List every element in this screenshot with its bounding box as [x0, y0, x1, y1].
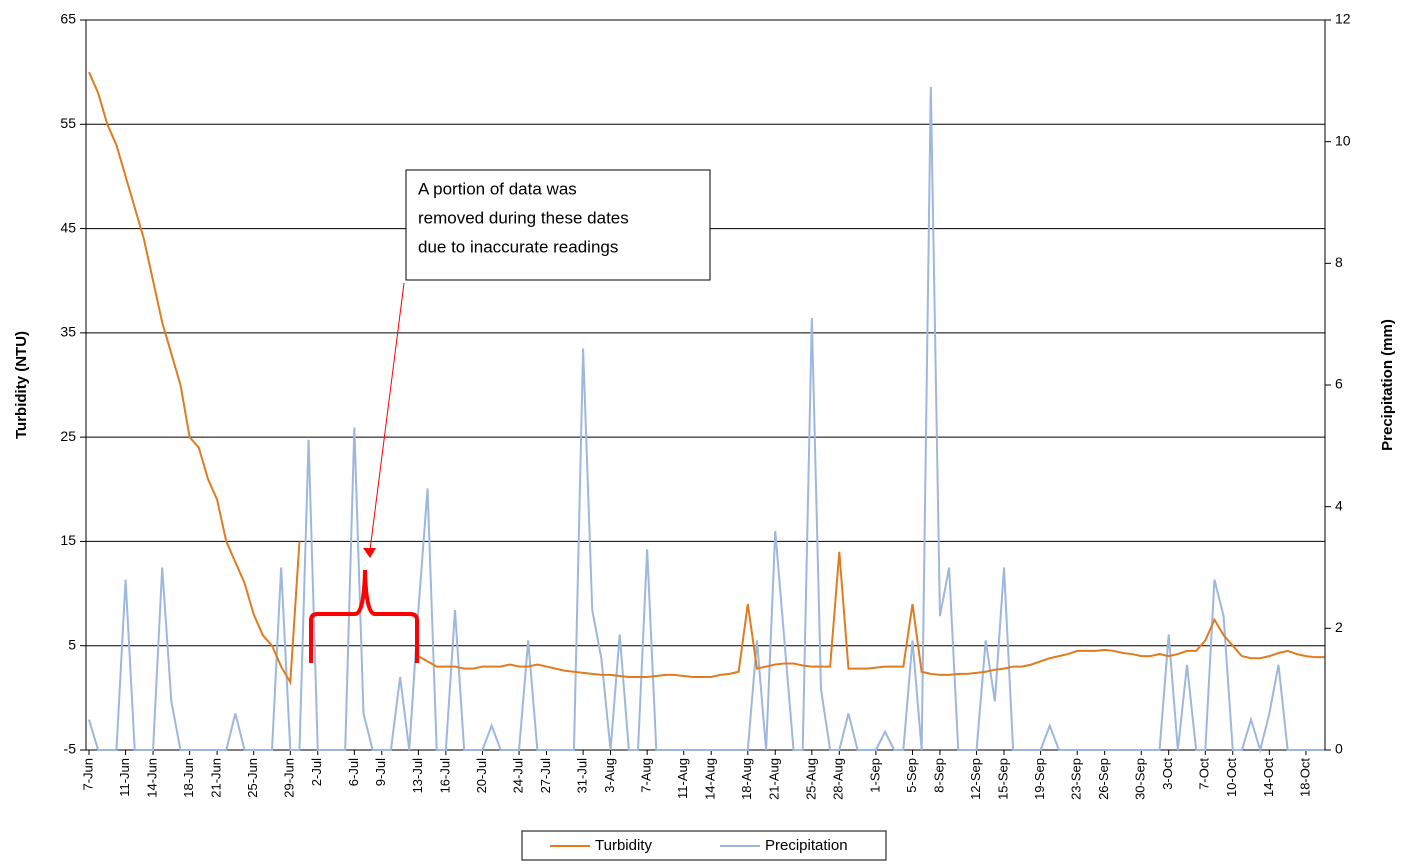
- annotation-text: due to inaccurate readings: [418, 237, 618, 256]
- annotation-text: A portion of data was: [418, 179, 577, 198]
- legend-label: Precipitation: [765, 837, 848, 854]
- x-tick-label: 29-Jun: [282, 758, 297, 798]
- x-tick-label: 14-Jun: [144, 758, 159, 798]
- x-tick-label: 19-Sep: [1032, 758, 1047, 800]
- legend-label: Turbidity: [595, 837, 652, 854]
- series-line: [88, 71, 301, 686]
- x-tick-label: 25-Jun: [245, 758, 260, 798]
- x-tick-label: 18-Oct: [1297, 758, 1312, 797]
- x-tick-label: 21-Jun: [209, 758, 224, 798]
- y2-tick-label: 4: [1335, 497, 1343, 513]
- x-tick-label: 12-Sep: [968, 758, 983, 800]
- y2-tick-label: 10: [1335, 132, 1351, 148]
- annotation-box: [405, 169, 711, 281]
- x-tick-label: 7-Oct: [1197, 758, 1212, 790]
- x-tick-label: 9-Jul: [373, 758, 388, 786]
- y-tick-label: 45: [60, 219, 76, 235]
- x-tick-label: 16-Jul: [437, 758, 452, 794]
- y2-tick-label: 6: [1335, 376, 1343, 392]
- x-tick-label: 25-Aug: [803, 758, 818, 800]
- series-line: [417, 551, 1325, 678]
- annotation-text: removed during these dates: [418, 208, 629, 227]
- series-line: [88, 86, 1325, 754]
- x-tick-label: 10-Oct: [1224, 758, 1239, 797]
- x-tick-label: 6-Jul: [346, 758, 361, 786]
- x-tick-label: 8-Sep: [931, 758, 946, 793]
- x-tick-label: 24-Jul: [510, 758, 525, 794]
- x-tick-label: 27-Jul: [538, 758, 553, 794]
- x-tick-label: 14-Oct: [1261, 758, 1276, 797]
- y2-tick-label: 8: [1335, 254, 1343, 270]
- x-tick-label: 13-Jul: [410, 758, 425, 794]
- y-axis-label: Turbidity (NTU): [13, 331, 30, 439]
- x-tick-label: 5-Sep: [904, 758, 919, 793]
- x-tick-label: 14-Aug: [703, 758, 718, 800]
- x-tick-label: 31-Jul: [575, 758, 590, 794]
- arrow: [369, 282, 405, 551]
- x-tick-label: 3-Aug: [602, 758, 617, 793]
- y-tick-label: 65: [60, 11, 76, 27]
- x-tick-label: 11-Aug: [675, 758, 690, 799]
- y-tick-label: 35: [60, 324, 76, 340]
- x-tick-label: 28-Aug: [831, 758, 846, 800]
- x-tick-label: 7-Jun: [80, 758, 95, 791]
- x-tick-label: 20-Jul: [474, 758, 489, 794]
- x-tick-label: 26-Sep: [1096, 758, 1111, 800]
- x-tick-label: 18-Jun: [181, 758, 196, 798]
- x-tick-label: 3-Oct: [1160, 758, 1175, 790]
- y-tick-label: 15: [60, 532, 76, 548]
- x-tick-label: 15-Sep: [995, 758, 1010, 800]
- x-tick-label: 18-Aug: [739, 758, 754, 800]
- x-tick-label: 11-Jun: [117, 758, 132, 797]
- y2-axis-label: Precipitation (mm): [1379, 319, 1396, 451]
- x-tick-label: 2-Jul: [309, 758, 324, 786]
- bracket: [309, 569, 419, 663]
- y2-tick-label: 12: [1335, 11, 1351, 27]
- x-tick-label: 21-Aug: [767, 758, 782, 800]
- y-tick-label: -5: [64, 741, 77, 757]
- y-tick-label: 5: [68, 636, 76, 652]
- y-tick-label: 55: [60, 115, 76, 131]
- y2-tick-label: 0: [1335, 741, 1343, 757]
- x-tick-label: 30-Sep: [1133, 758, 1148, 800]
- x-tick-label: 23-Sep: [1069, 758, 1084, 800]
- x-tick-label: 1-Sep: [867, 758, 882, 793]
- x-tick-label: 7-Aug: [639, 758, 654, 793]
- arrow-head: [363, 548, 376, 558]
- y-tick-label: 25: [60, 428, 76, 444]
- y2-tick-label: 2: [1335, 619, 1343, 635]
